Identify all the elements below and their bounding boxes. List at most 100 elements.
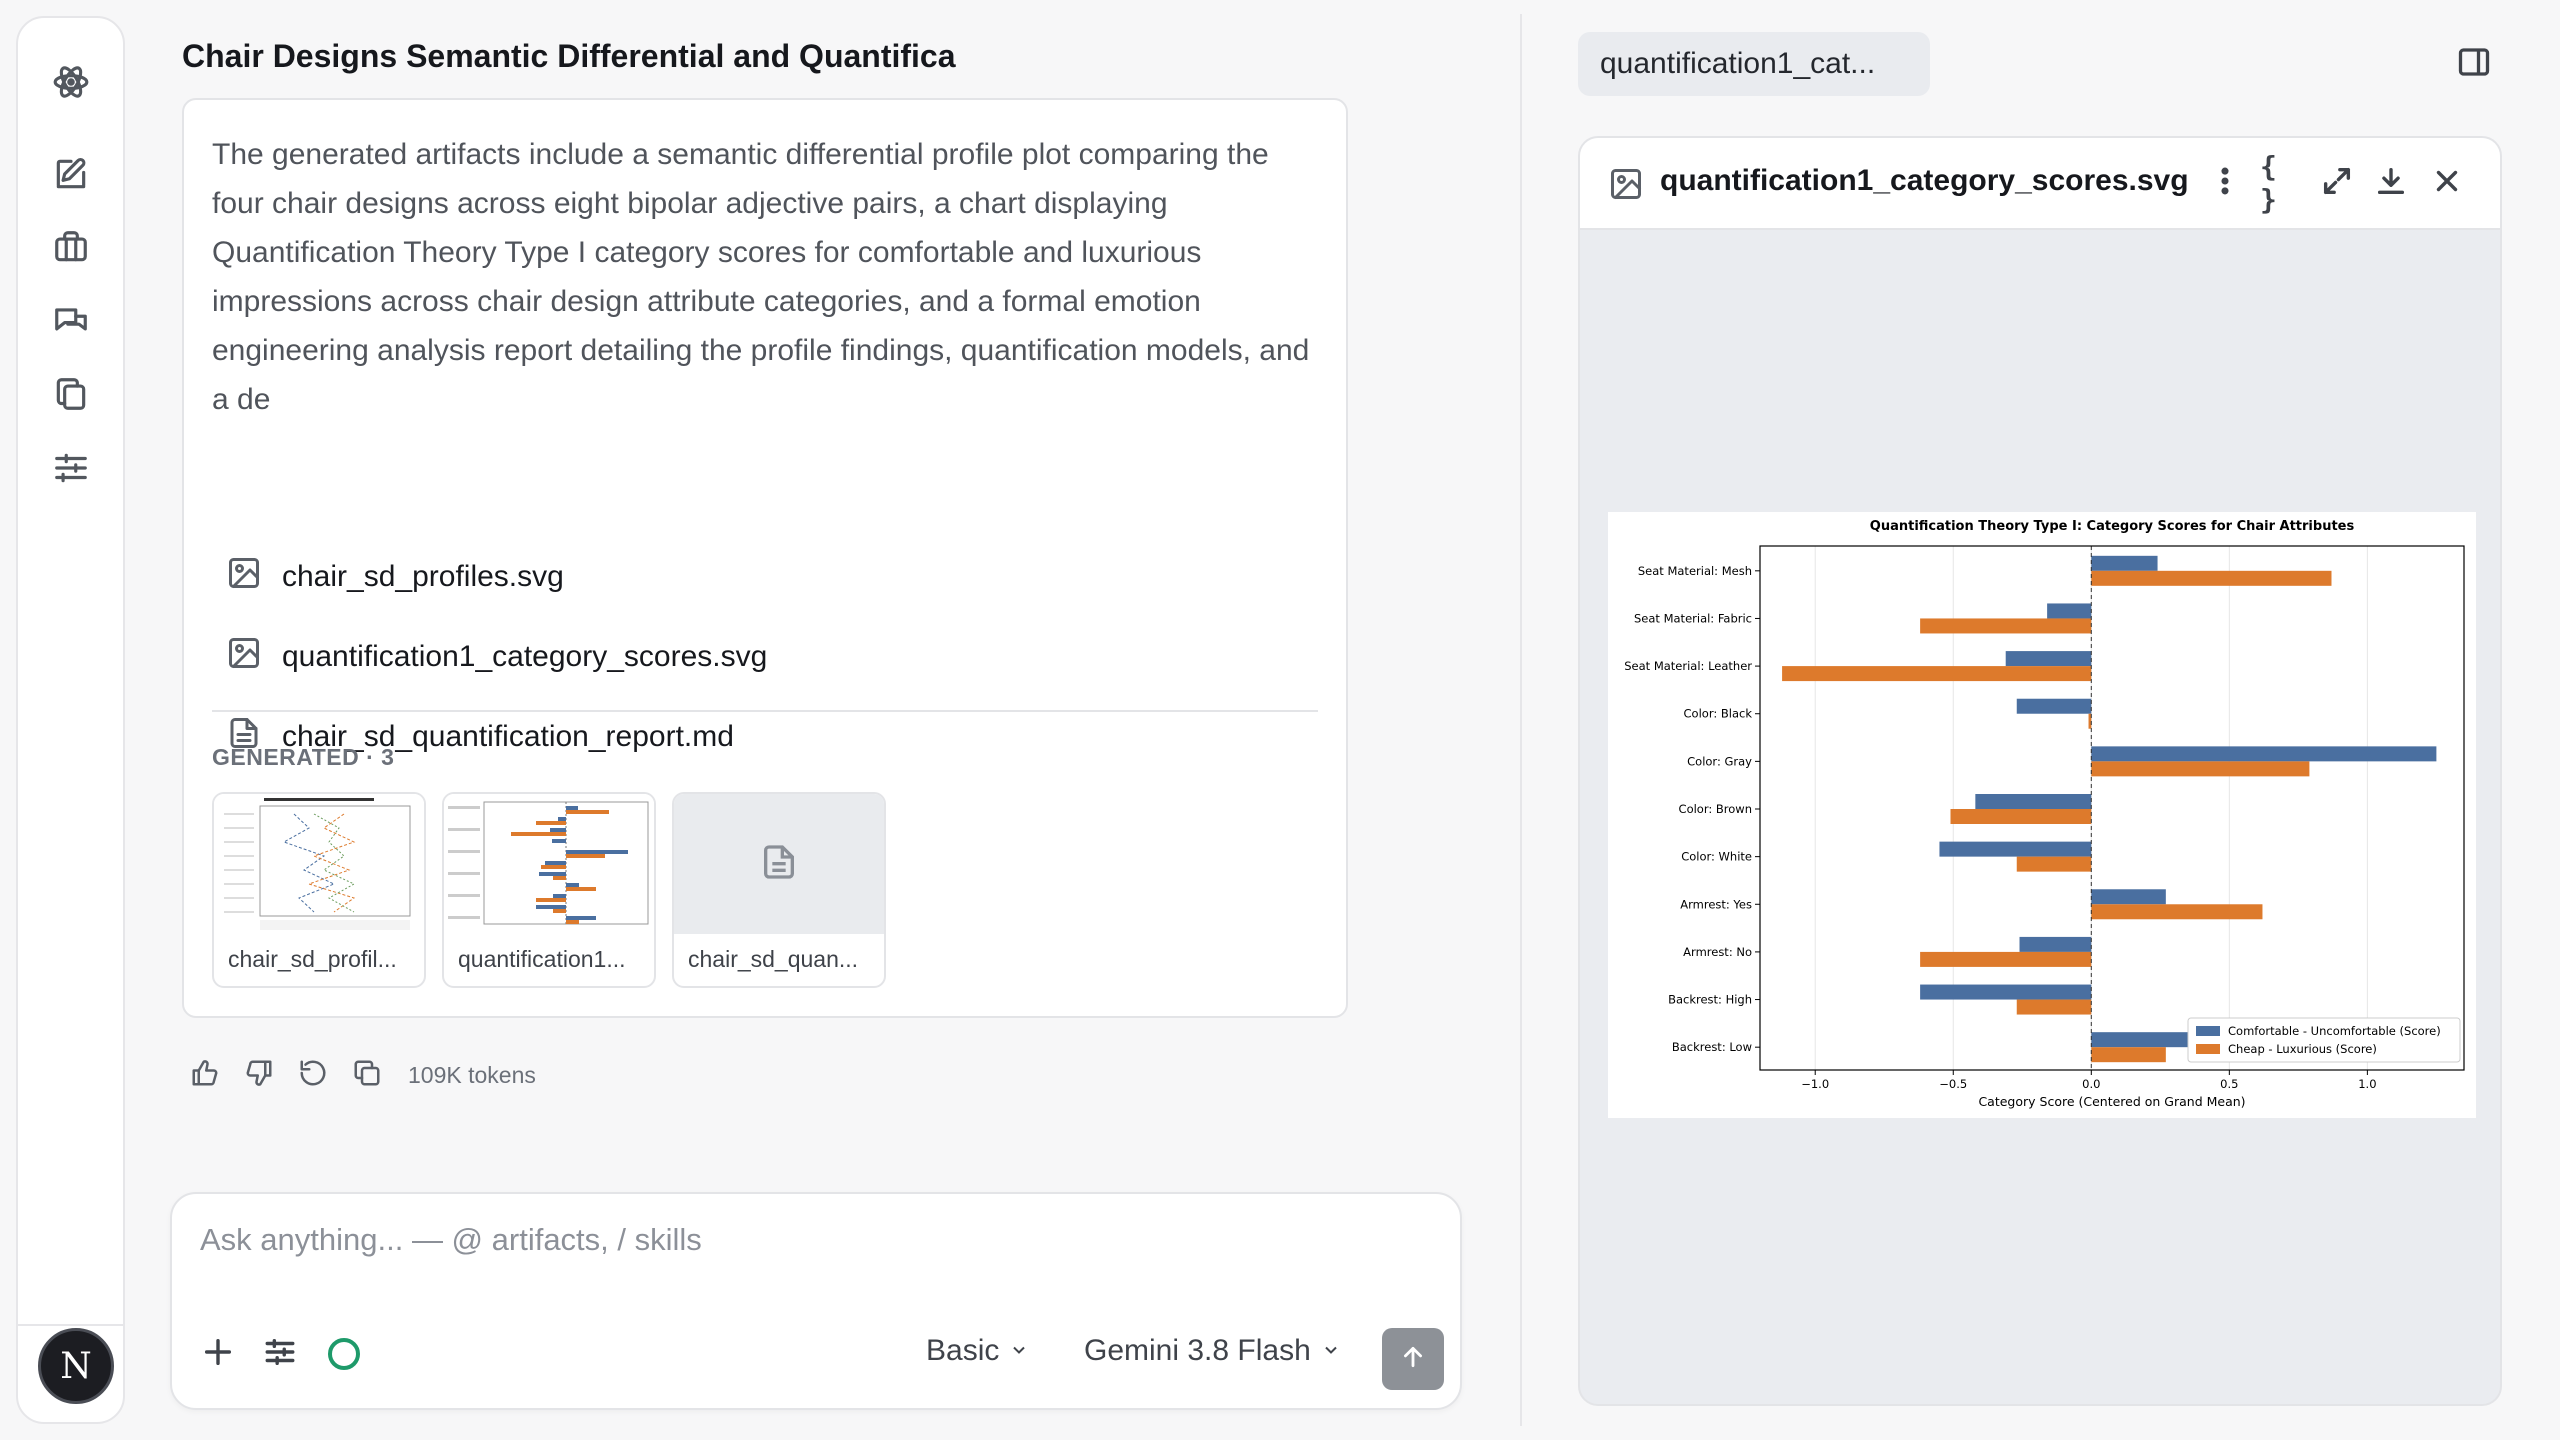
y-tick-label: Color: Gray [1687, 754, 1752, 768]
artifact-tab-label: quantification1_cat... [1600, 47, 1876, 80]
generated-count-label: GENERATED · 3 [212, 744, 395, 770]
y-tick-label: Seat Material: Fabric [1634, 611, 1752, 625]
compose-icon[interactable] [43, 146, 99, 202]
x-tick-label: 0.0 [2082, 1077, 2100, 1091]
expand-button[interactable] [2316, 162, 2358, 204]
code-braces-icon: { } [2260, 150, 2277, 216]
left-sidebar: N [16, 16, 125, 1424]
legend-box [2187, 1017, 2461, 1063]
section-divider [212, 710, 1318, 712]
bar [2091, 1047, 2166, 1063]
arrow-up-icon [1400, 1344, 1426, 1375]
panel-divider[interactable] [1520, 14, 1522, 1426]
bar [1782, 666, 2092, 682]
sliders-icon[interactable] [43, 440, 99, 496]
document-icon [759, 842, 799, 887]
file-name: chair_sd_quantification_report.md [282, 720, 734, 753]
download-icon [2374, 164, 2408, 203]
bar [2091, 904, 2263, 920]
composer-placeholder[interactable]: Ask anything... — @ artifacts, / skills [200, 1222, 702, 1257]
expand-icon [2320, 164, 2354, 203]
thumbnail-profiles[interactable]: chair_sd_profil... [212, 792, 426, 988]
avatar[interactable]: N [38, 1328, 114, 1404]
x-tick-label: 0.5 [2220, 1077, 2238, 1091]
bar [2047, 603, 2092, 619]
plot-frame [1759, 545, 2465, 1071]
thumbnail-preview [214, 794, 424, 934]
sidebar-panel-icon [2456, 48, 2492, 84]
y-tick-label: Color: Black [1684, 707, 1753, 721]
y-tick-label: Backrest: High [1668, 993, 1752, 1007]
rail-divider [18, 1324, 123, 1326]
chat-bubbles-icon[interactable] [43, 293, 99, 349]
model-label: Gemini 3.8 Flash [1084, 1334, 1311, 1367]
thumbnail-name: chair_sd_profil... [228, 946, 397, 972]
thumbnail-report[interactable]: chair_sd_quan... [672, 792, 886, 988]
bar [1920, 951, 2092, 967]
file-name: chair_sd_profiles.svg [282, 560, 564, 593]
bar [2016, 856, 2092, 872]
x-tick-label: 1.0 [2358, 1077, 2376, 1091]
legend-swatch [2196, 1044, 2220, 1054]
bar [2091, 746, 2437, 762]
thumbs-down-icon[interactable] [244, 1058, 274, 1093]
thumbnail-category-scores[interactable]: quantification1... [442, 792, 656, 988]
copy-documents-icon[interactable] [43, 366, 99, 422]
send-button[interactable] [1382, 1328, 1444, 1390]
legend-label: Comfortable - Uncomfortable (Score) [2228, 1024, 2441, 1038]
message-composer[interactable]: Ask anything... — @ artifacts, / skills … [170, 1192, 1462, 1410]
bar [2016, 999, 2092, 1015]
message-text: The generated artifacts include a semant… [212, 138, 1310, 416]
bar [1939, 841, 2092, 857]
y-tick-label: Backrest: Low [1672, 1040, 1752, 1054]
bar [1975, 794, 2092, 809]
thumbnail-preview [444, 794, 654, 934]
token-count: 109K tokens [408, 1062, 536, 1088]
chat-title: Chair Designs Semantic Differential and … [182, 38, 956, 74]
tools-button[interactable] [258, 1332, 302, 1376]
mode-selector[interactable]: Basic [926, 1334, 1029, 1368]
message-actions: 109K tokens [190, 1058, 536, 1093]
add-attachment-button[interactable] [196, 1332, 240, 1376]
status-ring-icon[interactable] [328, 1338, 360, 1370]
x-tick-label: −1.0 [1801, 1077, 1829, 1091]
more-options-button[interactable] [2204, 162, 2246, 204]
thumbnail-preview [674, 794, 884, 934]
x-tick-label: −0.5 [1939, 1077, 1967, 1091]
briefcase-icon[interactable] [43, 219, 99, 275]
close-button[interactable] [2426, 162, 2468, 204]
y-tick-label: Armrest: No [1683, 945, 1752, 959]
image-icon [1608, 166, 1644, 202]
x-axis-label: Category Score (Centered on Grand Mean) [1978, 1094, 2245, 1109]
thumbs-up-icon[interactable] [190, 1058, 220, 1093]
file-link-profiles[interactable]: chair_sd_profiles.svg [226, 552, 564, 602]
thumbnail-name: quantification1... [458, 946, 626, 972]
kebab-menu-icon [2208, 164, 2242, 203]
avatar-initial: N [60, 1345, 92, 1387]
download-button[interactable] [2370, 162, 2412, 204]
bar [2091, 889, 2166, 905]
copy-icon[interactable] [352, 1058, 382, 1093]
image-icon [226, 555, 262, 599]
bar [2016, 698, 2092, 714]
retry-icon[interactable] [298, 1058, 328, 1093]
legend-label: Cheap - Luxurious (Score) [2228, 1042, 2377, 1056]
y-tick-label: Color: White [1681, 850, 1752, 864]
y-tick-label: Armrest: Yes [1680, 897, 1752, 911]
atom-logo-icon[interactable] [43, 54, 99, 110]
bar [1920, 618, 2092, 634]
chevron-down-icon [1321, 1334, 1341, 1368]
bar [2091, 555, 2158, 571]
view-source-button[interactable]: { } [2260, 150, 2302, 216]
bar [2088, 713, 2092, 729]
plus-icon [201, 1335, 235, 1374]
y-tick-label: Seat Material: Leather [1624, 659, 1752, 673]
chart-title: Quantification Theory Type I: Category S… [1870, 519, 2355, 534]
file-link-category-scores[interactable]: quantification1_category_scores.svg [226, 632, 767, 682]
model-selector[interactable]: Gemini 3.8 Flash [1084, 1334, 1341, 1368]
file-link-report[interactable]: chair_sd_quantification_report.md [226, 712, 734, 762]
toggle-panel-button[interactable] [2456, 44, 2496, 84]
viewer-filename: quantification1_category_scores.svg [1660, 164, 2189, 197]
bar [2019, 936, 2092, 952]
artifact-tab[interactable]: quantification1_cat... [1578, 32, 1930, 96]
